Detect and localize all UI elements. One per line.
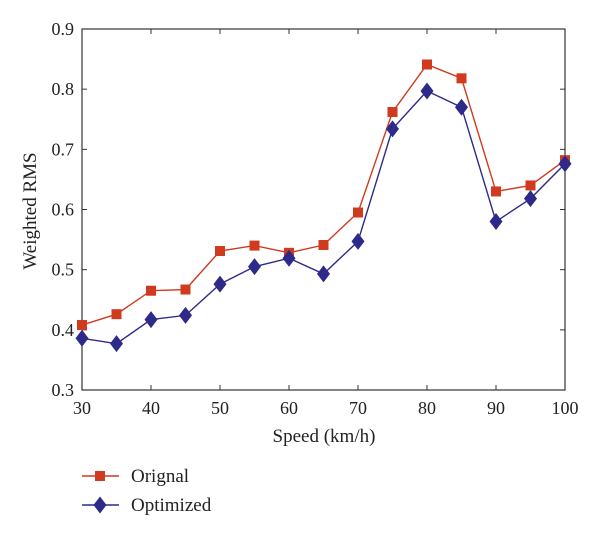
- legend: Orignal Optimized: [82, 466, 212, 516]
- x-axis-label: Speed (km/h): [273, 426, 376, 447]
- data-point-optimized: [248, 258, 261, 276]
- x-tick-label: 30: [73, 398, 91, 418]
- x-tick-label: 90: [487, 398, 505, 418]
- legend-label: Optimized: [131, 495, 212, 516]
- data-point-optimized: [489, 213, 503, 231]
- data-point-orignal: [77, 320, 87, 331]
- y-tick-label: 0.8: [52, 79, 75, 99]
- data-point-orignal: [491, 186, 501, 197]
- data-point-optimized: [558, 155, 572, 173]
- legend-item-optimized: Optimized: [82, 495, 212, 516]
- data-point-orignal: [249, 240, 260, 251]
- data-point-optimized: [455, 98, 468, 116]
- data-point-optimized: [524, 190, 537, 208]
- y-tick-label: 0.4: [52, 320, 75, 340]
- data-point-orignal: [111, 309, 122, 320]
- y-axis-label: Weighted RMS: [20, 152, 41, 269]
- data-point-optimized: [420, 82, 434, 100]
- data-point-orignal: [422, 59, 432, 70]
- legend-item-orignal: Orignal: [82, 466, 189, 487]
- legend-marker: [93, 496, 107, 514]
- data-point-orignal: [456, 73, 467, 84]
- x-tick-label: 80: [418, 398, 436, 418]
- data-point-orignal: [353, 207, 363, 218]
- data-point-orignal: [387, 107, 398, 118]
- data-point-optimized: [110, 335, 123, 353]
- data-point-optimized: [351, 232, 365, 250]
- y-tick-label: 0.6: [52, 200, 75, 220]
- data-point-optimized: [386, 120, 399, 138]
- y-tick-label: 0.9: [52, 19, 75, 39]
- x-tick-label: 70: [349, 398, 367, 418]
- data-point-orignal: [146, 285, 156, 296]
- series-line-optimized: [81, 90, 566, 345]
- data-point-orignal: [180, 284, 191, 295]
- x-tick-label: 60: [280, 398, 298, 418]
- y-tick-label: 0.7: [52, 139, 75, 159]
- x-tick-label: 50: [211, 398, 229, 418]
- x-axis: 30 40 50 60 70 80 90 100: [73, 29, 579, 418]
- x-tick-label: 40: [142, 398, 160, 418]
- data-point-optimized: [213, 275, 227, 293]
- data-point-orignal: [318, 239, 329, 250]
- series-optimized: [75, 82, 572, 353]
- data-point-optimized: [144, 311, 158, 329]
- series-orignal: [77, 59, 570, 331]
- y-axis: 0.3 0.4 0.5 0.6 0.7 0.8 0.9: [52, 19, 565, 400]
- legend-marker: [95, 471, 105, 481]
- data-point-orignal: [525, 180, 536, 191]
- data-point-optimized: [179, 306, 192, 324]
- y-tick-label: 0.5: [52, 260, 75, 280]
- data-point-optimized: [282, 249, 296, 267]
- data-point-optimized: [75, 329, 89, 347]
- y-tick-label: 0.3: [52, 380, 75, 400]
- series-layer: [75, 59, 572, 353]
- data-point-optimized: [317, 265, 330, 283]
- data-point-orignal: [215, 246, 225, 257]
- x-tick-label: 100: [552, 398, 579, 418]
- legend-label: Orignal: [131, 466, 189, 487]
